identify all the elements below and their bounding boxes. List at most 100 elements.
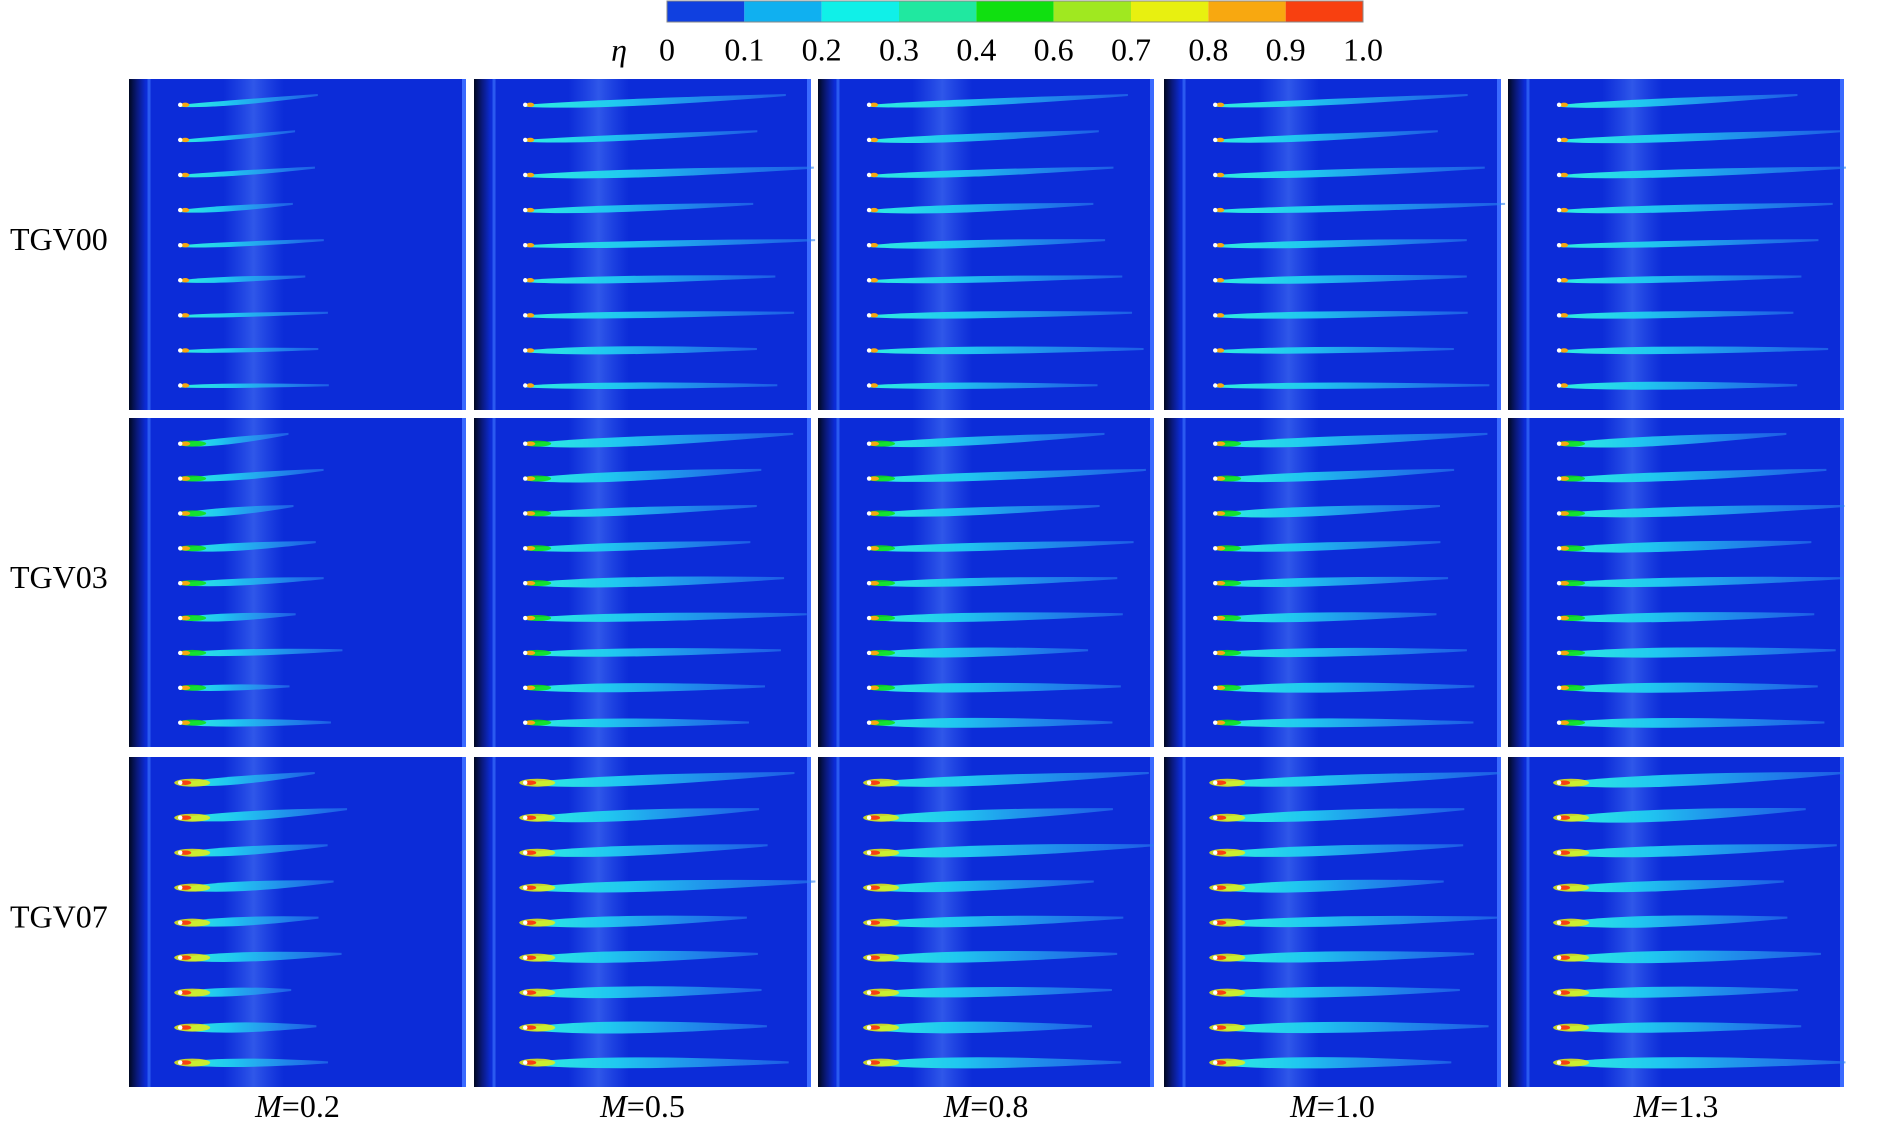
- jet-trace: [1215, 541, 1441, 552]
- jet-hot: [868, 1060, 881, 1065]
- jet-trace: [869, 346, 1144, 355]
- hole: [866, 511, 872, 516]
- hole: [1556, 920, 1562, 925]
- hole: [178, 780, 183, 785]
- jet-trace: [525, 239, 816, 249]
- hole: [523, 313, 528, 318]
- jet-hot: [869, 580, 880, 586]
- hole: [523, 615, 528, 621]
- jet-hot: [180, 476, 191, 481]
- panel-wall: [1508, 418, 1525, 747]
- hole: [866, 615, 872, 621]
- jet-hot: [1214, 955, 1227, 960]
- contour-panel: [1164, 79, 1506, 410]
- hole: [866, 278, 872, 283]
- jet-trace: [180, 1022, 317, 1033]
- panel-wall: [1164, 757, 1181, 1087]
- hole: [523, 383, 528, 388]
- jet-hot: [1558, 780, 1571, 785]
- jet-hot: [179, 850, 192, 855]
- jet-hot: [1560, 137, 1569, 143]
- hole: [1213, 720, 1218, 725]
- jet-trace: [180, 166, 315, 178]
- colorbar-segment: [821, 1, 899, 22]
- jet-hot: [869, 441, 880, 446]
- panel-edge: [1526, 418, 1530, 747]
- hole: [866, 383, 872, 388]
- panel-wall: [1164, 79, 1181, 410]
- hole: [1556, 1025, 1562, 1030]
- hole: [866, 137, 872, 143]
- jet-hot: [1214, 1025, 1227, 1030]
- hole: [178, 1025, 183, 1030]
- colorbar-segment: [899, 1, 977, 22]
- jet-hot: [1214, 850, 1227, 855]
- hole: [523, 242, 528, 248]
- jet-trace: [180, 383, 329, 388]
- jet-hot: [870, 383, 879, 388]
- hole: [1213, 615, 1218, 621]
- hole: [1213, 476, 1218, 481]
- jet-hot: [1558, 990, 1571, 995]
- hole: [178, 511, 183, 516]
- hole: [178, 685, 183, 690]
- hole: [523, 278, 528, 283]
- jet-hot: [180, 580, 191, 586]
- jet-hot: [1216, 313, 1225, 318]
- hole: [178, 348, 183, 353]
- panel-wall: [1508, 757, 1525, 1087]
- colorbar-segment: [976, 1, 1054, 22]
- column-symbol: M: [1289, 1088, 1319, 1124]
- jet-hot: [1559, 511, 1570, 516]
- jet-hot: [526, 348, 535, 353]
- jet-hot: [1214, 920, 1227, 925]
- hole: [1556, 102, 1562, 108]
- jet-hot: [868, 885, 881, 890]
- jet-hot: [181, 242, 190, 248]
- hole: [178, 920, 183, 925]
- jet-trace: [180, 951, 342, 962]
- hole: [1213, 1060, 1218, 1065]
- hole: [1556, 348, 1562, 353]
- jet-hot: [1559, 685, 1570, 690]
- jet-trace: [1215, 682, 1475, 693]
- hole: [866, 313, 872, 318]
- hole: [1213, 441, 1218, 446]
- colorbar-segment: [1131, 1, 1209, 22]
- panel-right: [1497, 79, 1501, 410]
- column-value: =0.5: [627, 1088, 685, 1124]
- column-value: =0.2: [282, 1088, 340, 1124]
- panel-right: [1840, 418, 1844, 747]
- jet-hot: [868, 815, 881, 820]
- jet-hot: [1558, 815, 1571, 820]
- hole: [1213, 885, 1218, 890]
- jet-trace: [869, 682, 1121, 693]
- jet-hot: [1215, 546, 1226, 551]
- jet-hot: [524, 990, 537, 995]
- hole: [866, 476, 872, 481]
- panel-edge: [147, 418, 151, 747]
- jet-trace: [1559, 844, 1837, 858]
- hole: [178, 850, 183, 855]
- jet-hot: [526, 383, 535, 388]
- contour-panel: [129, 79, 466, 410]
- colorbar-segment: [1285, 1, 1363, 22]
- jet-trace: [1215, 239, 1467, 249]
- jet-hot: [1559, 650, 1570, 656]
- jet-trace: [1559, 202, 1833, 214]
- hole: [1213, 815, 1218, 820]
- panel-wall: [818, 79, 835, 410]
- hole: [178, 955, 183, 960]
- jet-trace: [525, 718, 750, 728]
- hole: [1556, 278, 1562, 283]
- jet-hot: [869, 650, 880, 656]
- jet-hot: [870, 242, 879, 248]
- jet-hot: [525, 580, 536, 586]
- hole: [1213, 920, 1218, 925]
- colorbar-label: 0.1: [724, 31, 764, 67]
- jet-trace: [869, 951, 1118, 963]
- jet-hot: [1215, 685, 1226, 690]
- hole: [1213, 242, 1218, 248]
- jet-trace: [525, 683, 766, 693]
